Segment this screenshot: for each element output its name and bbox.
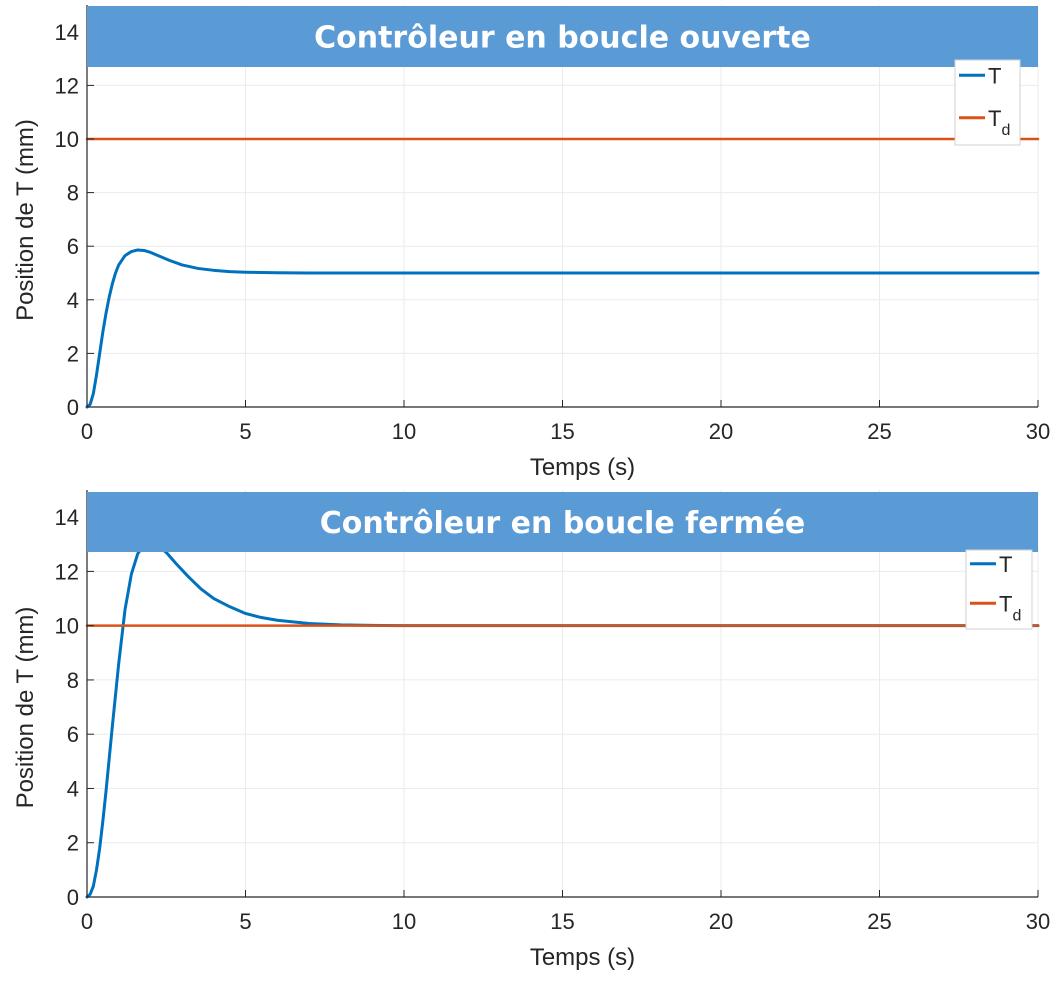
- title-banner: [87, 492, 1038, 552]
- y-axis-label: Position de T (mm): [12, 607, 39, 809]
- x-axis-label: Temps (s): [530, 944, 635, 971]
- y-tick-label: 8: [67, 181, 79, 206]
- x-tick-label: 30: [1026, 419, 1050, 444]
- y-tick-label: 14: [55, 505, 79, 530]
- legend-label-main: T: [988, 106, 1001, 131]
- legend-label-main: T: [999, 591, 1012, 616]
- title-banner: [87, 6, 1038, 67]
- y-tick-label: 0: [67, 395, 79, 420]
- y-tick-label: 4: [67, 776, 79, 801]
- x-tick-label: 25: [867, 419, 891, 444]
- y-tick-label: 12: [55, 559, 79, 584]
- x-tick-label: 10: [392, 909, 416, 934]
- legend-label: T: [999, 552, 1012, 577]
- chart-panel-1: 0 5 10 15 20 25 30 0 2 4 6 8 10 12 14 Temps (s) Position…: [12, 5, 1050, 481]
- x-axis-label: Temps (s): [530, 454, 635, 481]
- legend-label-main: T: [999, 552, 1012, 577]
- y-tick-label: 12: [55, 73, 79, 98]
- series-line-T: [85, 248, 1040, 409]
- y-tick-label: 10: [55, 614, 79, 639]
- legend-label-subscript: d: [1001, 122, 1010, 139]
- x-tick-label: 20: [709, 909, 733, 934]
- chart-title: Contrôleur en boucle fermée: [320, 506, 806, 541]
- y-tick-label: 2: [67, 831, 79, 856]
- x-tick-label: 0: [81, 909, 93, 934]
- y-tick-label: 2: [67, 341, 79, 366]
- legend-label-subscript: d: [1012, 607, 1021, 624]
- y-axis-label: Position de T (mm): [12, 119, 39, 321]
- x-tick-label: 15: [550, 909, 574, 934]
- legend: TTd: [965, 549, 1033, 630]
- x-tick-label: 10: [392, 419, 416, 444]
- x-tick-label: 0: [81, 419, 93, 444]
- y-tick-label: 14: [55, 20, 79, 45]
- x-tick-label: 30: [1026, 909, 1050, 934]
- chart-panel-2: 0 5 10 15 20 25 30 0 2 4 6 8 10 12 14 Temps (s) Position…: [12, 490, 1050, 971]
- legend-label-main: T: [988, 63, 1001, 88]
- legend-box: [965, 549, 1033, 630]
- y-tick-label: 8: [67, 668, 79, 693]
- x-tick-label: 15: [550, 419, 574, 444]
- y-tick-label: 6: [67, 234, 79, 259]
- x-tick-label: 20: [709, 419, 733, 444]
- legend-label: Td: [999, 591, 1021, 624]
- x-tick-label: 5: [239, 419, 251, 444]
- legend-label: T: [988, 63, 1001, 88]
- chart-title: Contrôleur en boucle ouverte: [314, 21, 811, 56]
- x-tick-label: 25: [867, 909, 891, 934]
- legend-label: Td: [988, 106, 1010, 139]
- y-tick-label: 6: [67, 722, 79, 747]
- x-tick-label: 5: [239, 909, 251, 934]
- legend: TTd: [954, 59, 1021, 146]
- y-tick-label: 4: [67, 288, 79, 313]
- y-tick-label: 10: [55, 127, 79, 152]
- y-tick-label: 0: [67, 885, 79, 910]
